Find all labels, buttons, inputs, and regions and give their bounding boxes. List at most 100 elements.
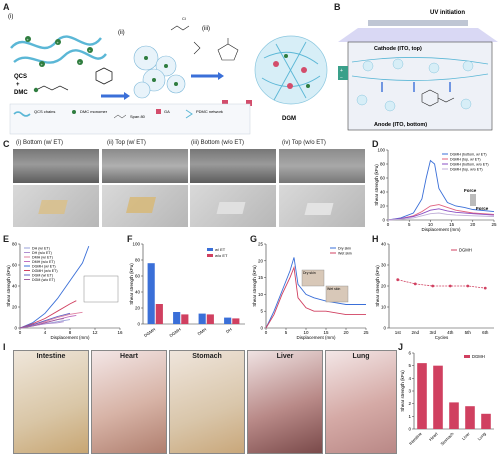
panel-letter-b: B — [334, 2, 341, 12]
x-axis-label: Displacement (mm) — [296, 335, 336, 340]
svg-text:Span 80: Span 80 — [130, 114, 146, 119]
legend-label: DGMH — [459, 248, 472, 253]
chamber-spheres — [356, 58, 474, 112]
panel-letter-c: C — [3, 139, 10, 149]
positive-sign: + — [340, 68, 343, 74]
legend-span80: Span 80 — [113, 114, 146, 119]
y-tick-label: 60 — [380, 176, 386, 181]
panel-letter-j: J — [398, 342, 404, 352]
chamber-arrows — [381, 82, 451, 92]
anode-label: Anode (ITO, bottom) — [374, 122, 427, 128]
legend-label: DGMH — [472, 354, 485, 359]
y-axis-label: Shear strength (kPa) — [374, 164, 379, 206]
bar-1-1 — [181, 314, 189, 324]
x-tick-label: 16 — [117, 330, 123, 335]
x-axis-label: Cycles — [435, 335, 449, 340]
cathode-label: Cathode (ITO, top) — [374, 46, 422, 52]
y-tick-label: 6 — [408, 351, 411, 356]
qcs-chains-illustration: + + + + + — [10, 35, 107, 67]
series-line-0 — [387, 159, 495, 221]
uv-lamp — [368, 20, 468, 26]
panel-letter-i: I — [3, 342, 6, 352]
chamber-molecule — [421, 89, 455, 107]
y-tick-label: 3 — [408, 389, 411, 394]
x-tick-label: 12 — [92, 330, 98, 335]
legend-pdmc-network: PDMC network — [185, 109, 223, 119]
legend-label-1: DGMH (top, w/ ET) — [450, 158, 481, 162]
bar-3-1 — [232, 318, 240, 324]
x-tick-label-5: 6th — [482, 330, 489, 335]
microsphere-cluster — [133, 45, 186, 99]
sample-ii — [126, 197, 156, 213]
uv-initiation-label: UV initiation — [430, 10, 465, 16]
legend-label-0: Dry skin — [338, 247, 351, 251]
sample-iv — [304, 203, 334, 215]
svg-text:+: + — [27, 37, 30, 42]
legend-swatch-1 — [207, 254, 213, 257]
svg-text:+: + — [41, 62, 44, 67]
x-tick-label-1: 2nd — [411, 330, 419, 335]
organ-photo-intestine: Intestine — [13, 350, 89, 454]
y-tick-label: 60 — [12, 263, 18, 268]
bar-4 — [481, 413, 491, 429]
chart-g: 0 5 10 15 20 25 Shear strength (kPa) Displaceme… — [252, 242, 369, 341]
organ-label-heart: Heart — [120, 353, 138, 360]
chlorine-label: Cl — [182, 16, 186, 21]
y-tick-label: 5 — [260, 309, 263, 314]
series-line-5 — [19, 300, 77, 329]
y-tick-label: 0 — [137, 322, 140, 327]
organ-label-intestine: Intestine — [36, 353, 66, 360]
data-point-2 — [431, 284, 435, 288]
panel-letter-g: G — [250, 234, 258, 244]
crosslinker-molecule — [170, 25, 201, 55]
legend-label-1: DH (w/o ET) — [32, 251, 52, 255]
series-line-2 — [387, 208, 495, 221]
sample-i — [38, 200, 68, 214]
step-i-label: (i) — [8, 14, 13, 20]
y-tick-label: 80 — [135, 258, 141, 263]
x-category-label-4: Lung — [477, 431, 488, 442]
panel-letter-d: D — [372, 139, 379, 149]
legend-qcs: QCS chains — [13, 109, 55, 117]
y-tick-label: 20 — [380, 204, 386, 209]
x-tick-label: 0 — [19, 330, 22, 335]
sem-image-i — [13, 149, 99, 183]
panel-letter-a: A — [3, 2, 10, 12]
x-category-label-3: Liver — [461, 431, 471, 441]
y-tick-label: 0 — [383, 326, 386, 331]
legend-label-0: w/ ET — [215, 247, 226, 252]
organ-photo-lung: Lung — [325, 350, 397, 454]
x-category-label-0: Intestine — [408, 431, 423, 446]
inset-photo-wet — [325, 285, 349, 303]
bar-2-0 — [198, 313, 206, 324]
svg-text:+: + — [57, 40, 60, 45]
y-tick-label: 30 — [381, 263, 387, 268]
series-line-7 — [19, 318, 64, 329]
y-tick-label: 0 — [14, 326, 17, 331]
legend-label-4: DGMH (w/ ET) — [32, 265, 56, 269]
chamber-network — [351, 57, 489, 81]
x-category-label-1: DGMH — [168, 327, 181, 338]
x-tick-label: 15 — [449, 222, 455, 227]
x-tick-label-2: 3rd — [429, 330, 436, 335]
bar-3-0 — [224, 317, 232, 324]
y-tick-label: 100 — [132, 242, 140, 247]
svg-text:+: + — [79, 60, 82, 65]
legend-ga: GA — [156, 109, 170, 114]
x-tick-label: 15 — [323, 330, 329, 335]
y-tick-label: 0 — [260, 326, 263, 331]
legend-swatch — [464, 355, 470, 358]
x-tick-label-0: 1st — [395, 330, 402, 335]
panel-c-ii-title: (ii) Top (w/ ET) — [107, 140, 146, 146]
dgm-label: DGM — [282, 116, 296, 122]
y-tick-label: 40 — [12, 284, 18, 289]
y-tick-label: 10 — [258, 292, 264, 297]
data-point-4 — [466, 284, 470, 288]
x-tick-label: 20 — [470, 222, 476, 227]
bar-2-1 — [206, 314, 214, 324]
organ-label-stomach: Stomach — [192, 353, 222, 360]
bar-0 — [417, 363, 427, 429]
y-tick-label: 10 — [381, 305, 387, 310]
step-iii-label: (iii) — [202, 26, 210, 32]
